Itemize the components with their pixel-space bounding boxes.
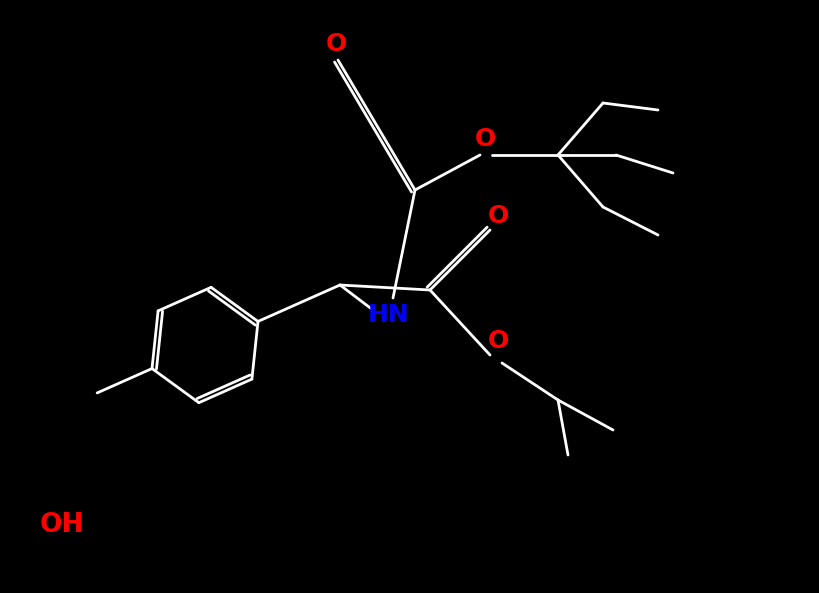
Text: O: O	[474, 127, 495, 151]
Text: OH: OH	[40, 512, 84, 538]
Text: O: O	[325, 32, 346, 56]
Text: O: O	[487, 329, 509, 353]
Text: HN: HN	[368, 303, 410, 327]
Text: O: O	[487, 204, 509, 228]
